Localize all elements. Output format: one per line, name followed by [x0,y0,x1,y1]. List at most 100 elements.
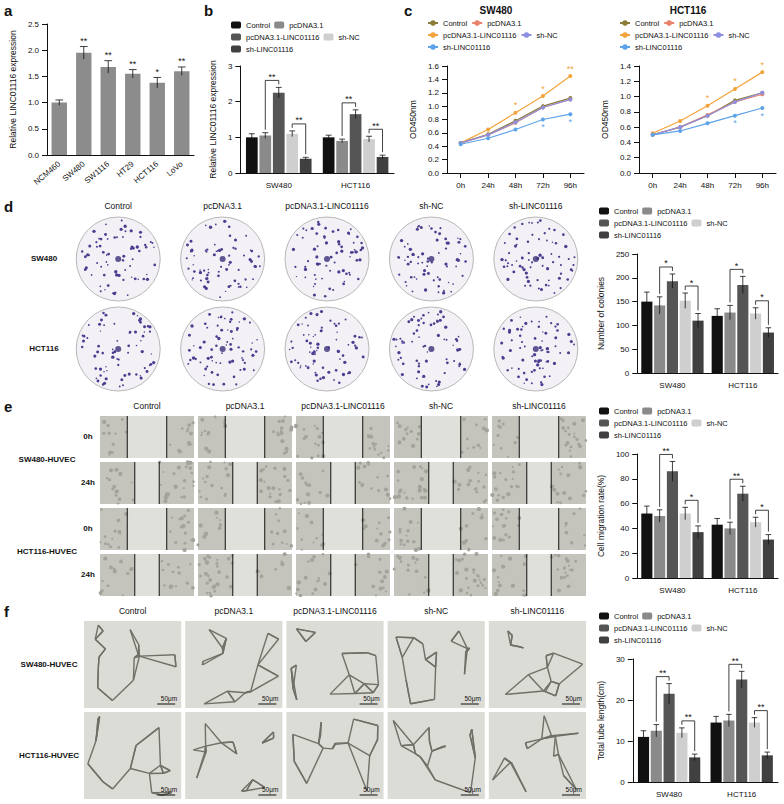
svg-text:**: ** [178,56,186,66]
svg-text:sh-NC: sh-NC [429,401,453,411]
svg-text:pcDNA3.1-LINC01116: pcDNA3.1-LINC01116 [614,219,688,228]
svg-text:250: 250 [616,250,630,259]
svg-text:SW1116: SW1116 [83,159,112,185]
svg-text:24h: 24h [673,181,686,190]
svg-text:*: * [733,76,737,86]
svg-text:0.2: 0.2 [620,153,632,162]
svg-text:HCT116-HUVEC: HCT116-HUVEC [19,751,79,760]
svg-text:pcDNA3.1-LINC01116: pcDNA3.1-LINC01116 [614,419,688,428]
svg-text:50μm: 50μm [566,695,582,703]
svg-text:HCT116: HCT116 [728,381,758,390]
svg-text:SW480: SW480 [656,790,683,799]
svg-text:pcDNA3.1: pcDNA3.1 [657,207,691,216]
svg-text:48h: 48h [509,181,522,190]
svg-text:1.4: 1.4 [620,62,632,71]
svg-text:96h: 96h [564,181,577,190]
svg-text:LoVo: LoVo [165,159,185,178]
svg-text:SW480: SW480 [266,181,293,190]
svg-text:Control: Control [635,19,660,28]
svg-text:sh-NC: sh-NC [339,33,361,42]
svg-text:48h: 48h [701,181,714,190]
svg-text:50μm: 50μm [464,695,480,703]
svg-text:sh-NC: sh-NC [419,201,443,211]
svg-text:SW480: SW480 [659,586,686,595]
svg-text:HCT116: HCT116 [132,159,161,185]
svg-text:pcDNA3.1-LINC01116: pcDNA3.1-LINC01116 [635,31,709,40]
svg-text:SW480-HUVEC: SW480-HUVEC [19,455,76,464]
svg-text:*: * [569,117,573,127]
svg-text:1.2: 1.2 [428,88,440,97]
svg-text:**: ** [685,712,693,722]
svg-text:1.0: 1.0 [428,102,440,111]
svg-text:**: ** [129,59,137,69]
svg-text:50μm: 50μm [262,695,278,703]
svg-text:sh-LINC01116: sh-LINC01116 [443,43,490,52]
svg-text:72h: 72h [728,181,741,190]
svg-text:sh-LINC01116: sh-LINC01116 [635,43,682,52]
svg-text:pcDNA3.1: pcDNA3.1 [679,19,713,28]
svg-text:**: ** [80,36,88,46]
svg-text:HCT116-HUVEC: HCT116-HUVEC [17,547,77,556]
svg-text:*: * [541,122,545,132]
svg-text:0.0: 0.0 [428,169,440,178]
svg-text:**: ** [372,121,380,131]
svg-text:sh-NC: sh-NC [424,606,448,616]
svg-text:0.4: 0.4 [620,138,632,147]
svg-text:HCT116: HCT116 [670,5,707,16]
svg-text:Total tube length(cm): Total tube length(cm) [596,681,606,761]
svg-text:0: 0 [228,169,233,178]
svg-text:Control: Control [133,401,161,411]
svg-text:200: 200 [616,273,630,282]
svg-text:20: 20 [620,549,629,558]
svg-text:sh-NC: sh-NC [707,624,729,633]
svg-text:Control: Control [614,612,639,621]
svg-text:**: ** [732,656,740,666]
svg-text:150: 150 [616,297,630,306]
svg-text:HCT116: HCT116 [341,181,371,190]
svg-text:1.4: 1.4 [428,75,440,84]
svg-text:1.0: 1.0 [620,92,632,101]
svg-text:sh-LINC01116: sh-LINC01116 [511,606,565,616]
svg-text:SW480: SW480 [659,381,686,390]
svg-text:Control: Control [443,19,468,28]
svg-text:OD450nm: OD450nm [408,100,418,139]
svg-text:**: ** [733,471,741,481]
svg-text:*: * [761,60,765,70]
svg-text:1.6: 1.6 [428,62,440,71]
svg-text:2: 2 [228,97,233,106]
svg-text:pcDNA3.1-LINC01116: pcDNA3.1-LINC01116 [301,401,385,411]
svg-text:*: * [760,292,764,302]
svg-text:sh-LINC01116: sh-LINC01116 [614,636,661,645]
svg-text:SW480: SW480 [480,5,513,16]
svg-text:50μm: 50μm [363,695,379,703]
svg-text:sh-LINC01116: sh-LINC01116 [512,401,566,411]
svg-text:0h: 0h [83,524,92,533]
svg-text:**: ** [663,446,671,456]
svg-text:sh-NC: sh-NC [729,31,751,40]
svg-text:sh-LINC01116: sh-LINC01116 [614,431,661,440]
svg-text:0h: 0h [648,181,657,190]
svg-text:HCT116: HCT116 [728,586,758,595]
svg-text:*: * [706,93,710,103]
svg-text:pcDNA3.1: pcDNA3.1 [226,401,265,411]
svg-text:pcDNA3.1-LINC01116: pcDNA3.1-LINC01116 [443,31,517,40]
svg-text:30: 30 [616,655,625,664]
svg-text:50μm: 50μm [161,695,177,703]
svg-text:0.5: 0.5 [28,124,40,133]
svg-text:sh-NC: sh-NC [537,31,559,40]
svg-text:50: 50 [620,345,629,354]
svg-text:pcDNA3.1: pcDNA3.1 [487,19,521,28]
svg-text:100: 100 [616,321,630,330]
svg-text:0.8: 0.8 [620,107,632,116]
svg-text:24h: 24h [81,478,95,487]
svg-text:0h: 0h [456,181,465,190]
svg-text:**: ** [659,668,667,678]
svg-text:pcDNA3.1-LINC01116: pcDNA3.1-LINC01116 [293,606,377,616]
svg-text:pcDNA3.1: pcDNA3.1 [214,606,253,616]
svg-text:2.5: 2.5 [28,20,40,29]
svg-text:sh-NC: sh-NC [707,419,729,428]
svg-text:pcDNA3.1: pcDNA3.1 [657,612,691,621]
svg-text:pcDNA3.1: pcDNA3.1 [289,21,323,30]
svg-text:0.6: 0.6 [620,123,632,132]
svg-text:**: ** [105,50,113,60]
